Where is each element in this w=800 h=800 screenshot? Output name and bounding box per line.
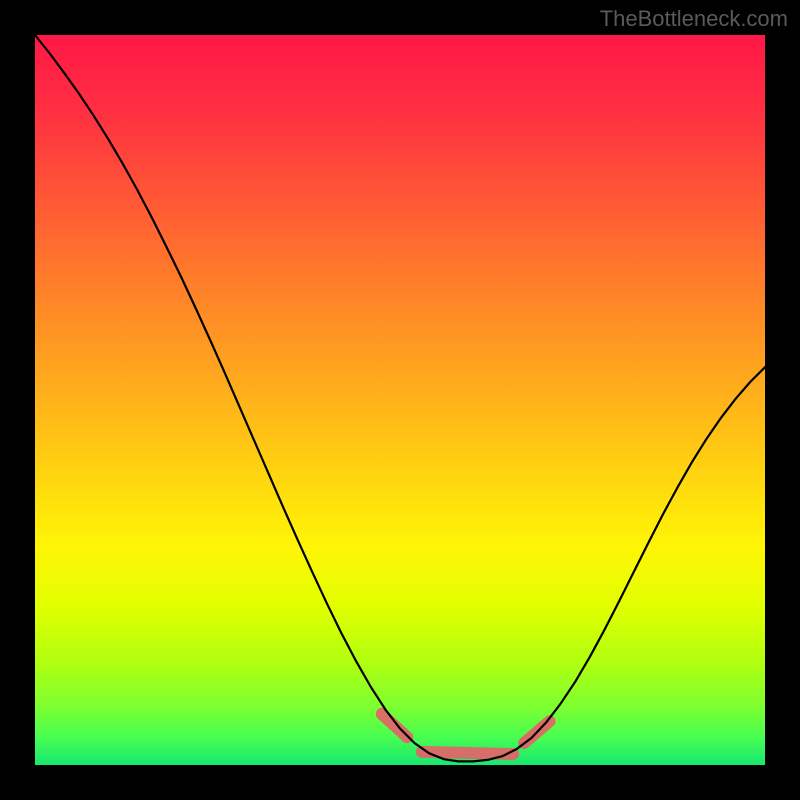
highlight-segment	[422, 752, 513, 754]
bottleneck-curve	[35, 35, 765, 761]
plot-area	[35, 35, 765, 765]
watermark-text: TheBottleneck.com	[600, 6, 788, 32]
highlight-segment	[382, 714, 408, 737]
curve-layer	[35, 35, 765, 765]
